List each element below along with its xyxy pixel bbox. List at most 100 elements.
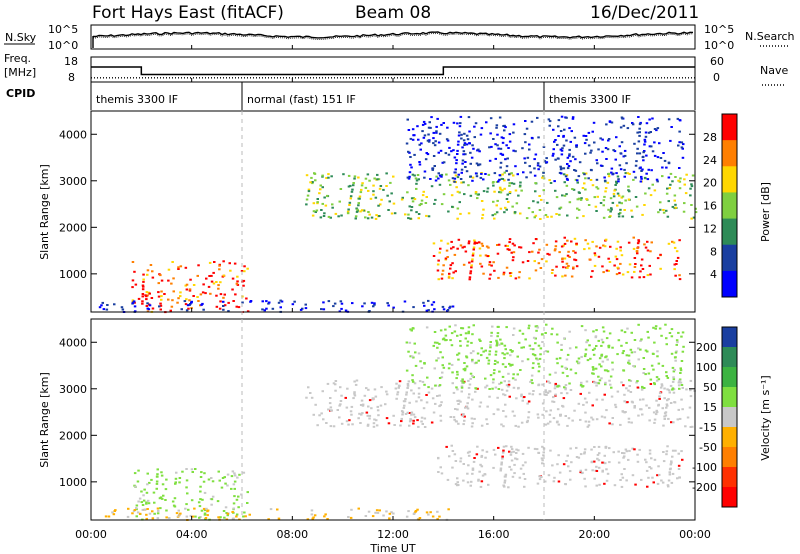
- velocity-echo-mid-band: [566, 424, 569, 427]
- velocity-echo-mid-band: [406, 411, 409, 414]
- velocity-echo-mid-band: [320, 412, 323, 415]
- power-echo-ground-scatter-low: [427, 309, 430, 312]
- power-echo-far-range: [656, 180, 659, 183]
- velocity-echo-mid-band: [553, 387, 557, 390]
- velocity-echo-far-range: [497, 388, 501, 390]
- velocity-echo-mid-band: [309, 392, 312, 394]
- power-echo-far-range: [649, 131, 652, 133]
- power-echo-near-range-evening: [232, 300, 235, 302]
- power-echo-ground-scatter-low: [304, 303, 307, 306]
- power-echo-main-band: [619, 262, 622, 265]
- velocity-echo-near-range-evening: [200, 509, 204, 512]
- velocity-echo-main-band: [681, 458, 684, 461]
- velocity-echo-far-range: [620, 329, 624, 332]
- velocity-echo-far-range: [678, 387, 681, 390]
- power-echo-far-range: [556, 143, 559, 146]
- velocity-echo-main-band: [595, 465, 598, 468]
- nave-right-tick-bottom: 0: [713, 71, 720, 84]
- power-echo-far-range: [462, 153, 465, 156]
- velocity-echo-far-range: [522, 346, 525, 349]
- power-echo-ground-scatter-low: [101, 301, 104, 304]
- power-echo-far-range: [459, 115, 463, 118]
- power-echo-far-range: [492, 138, 495, 140]
- power-echo-far-range: [406, 118, 409, 121]
- velocity-echo-main-band: [620, 473, 623, 476]
- power-echo-mid-band: [511, 205, 514, 208]
- power-echo-mid-band: [420, 202, 423, 205]
- power-echo-near-range-evening: [151, 276, 155, 279]
- velocity-ytick-label-0: 1000: [59, 476, 87, 489]
- power-echo-far-range: [440, 123, 443, 126]
- power-echo-main-band: [672, 241, 676, 244]
- power-echo-far-range: [542, 171, 545, 174]
- power-echo-mid-band: [692, 216, 696, 219]
- power-echo-far-range: [565, 116, 568, 119]
- velocity-echo-mid-band: [541, 413, 544, 416]
- power-echo-near-range-evening: [231, 288, 234, 291]
- velocity-echo-mid-band: [454, 420, 458, 423]
- velocity-echo-ground-scatter-low: [447, 508, 450, 511]
- velocity-echo-mid-band: [500, 423, 503, 426]
- power-echo-far-range: [650, 169, 653, 172]
- velocity-echo-ground-scatter-low: [390, 511, 393, 514]
- power-echo-main-band: [502, 271, 506, 274]
- power-echo-far-range: [543, 160, 547, 163]
- velocity-echo-mid-band: [328, 402, 332, 405]
- power-echo-main-band: [472, 252, 475, 255]
- power-echo-mid-band: [349, 197, 352, 200]
- velocity-echo-mid-band: [611, 423, 614, 426]
- velocity-echo-near-range-evening: [246, 491, 249, 494]
- power-echo-near-range-evening: [177, 268, 180, 270]
- power-echo-mid-band: [559, 206, 563, 209]
- velocity-echo-far-range: [532, 348, 535, 351]
- power-echo-far-range: [552, 148, 555, 151]
- velocity-echo-far-range: [451, 371, 454, 374]
- velocity-echo-mid-band: [677, 381, 681, 384]
- velocity-echo-ground-scatter-low: [392, 512, 395, 515]
- power-echo-far-range: [435, 131, 438, 134]
- velocity-echo-far-range: [594, 367, 598, 370]
- velocity-echo-far-range: [611, 346, 614, 349]
- velocity-echo-far-range: [496, 332, 500, 335]
- velocity-echo-near-range-evening: [135, 508, 138, 511]
- power-echo-ground-scatter-low: [131, 302, 135, 304]
- velocity-echo-far-range: [584, 353, 587, 356]
- power-echo-far-range: [504, 158, 507, 161]
- power-echo-far-range: [615, 172, 618, 175]
- power-echo-near-range-evening: [210, 274, 213, 277]
- velocity-echo-far-range: [473, 362, 477, 365]
- velocity-echo-mid-band: [624, 411, 627, 413]
- xtick-label-4: 16:00: [478, 528, 510, 541]
- power-echo-far-range: [607, 138, 611, 140]
- power-echo-far-range: [667, 118, 671, 121]
- velocity-echo-far-range: [514, 378, 517, 381]
- power-echo-far-range: [619, 168, 623, 171]
- velocity-echo-mid-band: [498, 382, 501, 385]
- velocity-echo-mid-band: [376, 405, 379, 408]
- power-echo-mid-band: [467, 184, 470, 187]
- power-echo-main-band: [432, 255, 436, 257]
- velocity-echo-mid-band: [353, 391, 356, 394]
- velocity-echo-mid-band: [344, 396, 347, 399]
- power-echo-main-band: [488, 277, 491, 280]
- power-echo-mid-band: [499, 188, 502, 191]
- power-echo-far-range: [571, 116, 575, 119]
- velocity-echo-ground-scatter-low: [145, 517, 148, 520]
- power-echo-mid-band: [542, 189, 545, 192]
- velocity-echo-far-range: [601, 360, 605, 363]
- velocity-echo-far-range: [489, 374, 493, 377]
- power-echo-mid-band: [561, 194, 564, 197]
- velocity-echo-far-range: [538, 357, 542, 360]
- velocity-echo-mid-band: [361, 403, 365, 406]
- power-echo-ground-scatter-low: [113, 303, 116, 306]
- power-echo-ground-scatter-low: [268, 301, 271, 304]
- velocity-echo-near-range-evening: [237, 495, 240, 498]
- velocity-echo-mid-band: [372, 422, 376, 425]
- velocity-echo-main-band: [634, 483, 637, 486]
- velocity-echo-far-range: [464, 367, 467, 370]
- velocity-echo-far-range: [647, 336, 650, 339]
- velocity-echo-mid-band: [571, 419, 574, 422]
- velocity-echo-mid-band: [462, 413, 465, 416]
- velocity-echo-mid-band: [312, 413, 315, 416]
- velocity-echo-mid-band: [564, 388, 567, 391]
